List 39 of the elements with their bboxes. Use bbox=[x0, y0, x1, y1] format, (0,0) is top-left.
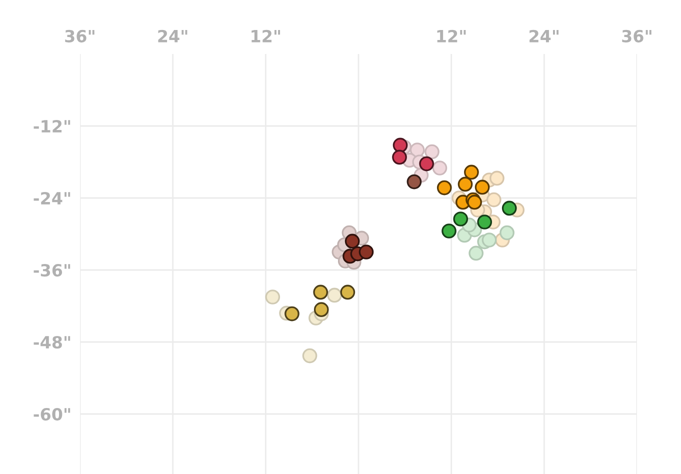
point bbox=[327, 288, 342, 303]
point bbox=[458, 176, 473, 192]
point bbox=[442, 224, 456, 238]
y-tick-label: -48" bbox=[34, 336, 70, 349]
point bbox=[468, 246, 484, 261]
y-tick-label: -60" bbox=[34, 408, 70, 421]
point bbox=[502, 200, 517, 216]
y-tick-label: -36" bbox=[34, 264, 70, 277]
point bbox=[340, 284, 356, 300]
point bbox=[436, 180, 452, 196]
point bbox=[358, 244, 374, 260]
point bbox=[313, 284, 328, 300]
point bbox=[486, 192, 502, 208]
point bbox=[302, 348, 318, 364]
point bbox=[344, 234, 360, 249]
x-tick-label: 36" bbox=[622, 30, 652, 42]
point bbox=[392, 138, 408, 153]
y-tick-label: -24" bbox=[34, 192, 70, 204]
point bbox=[474, 180, 490, 195]
y-tick-label: -12" bbox=[34, 120, 70, 132]
point bbox=[406, 174, 422, 190]
point bbox=[419, 156, 434, 172]
point bbox=[424, 144, 440, 160]
point bbox=[490, 170, 504, 186]
x-tick-label: 36" bbox=[65, 30, 94, 42]
point bbox=[482, 232, 497, 248]
x-tick-label: 12" bbox=[437, 30, 466, 42]
x-tick-label: 12" bbox=[252, 30, 280, 42]
point bbox=[453, 212, 468, 226]
point bbox=[500, 225, 514, 240]
x-tick-label: 24" bbox=[530, 30, 559, 42]
point bbox=[265, 290, 280, 304]
point bbox=[477, 214, 492, 230]
point bbox=[432, 160, 448, 176]
point bbox=[392, 150, 407, 165]
x-tick-label: 24" bbox=[158, 30, 188, 42]
point bbox=[284, 306, 300, 322]
point bbox=[464, 164, 479, 180]
point bbox=[314, 302, 329, 318]
